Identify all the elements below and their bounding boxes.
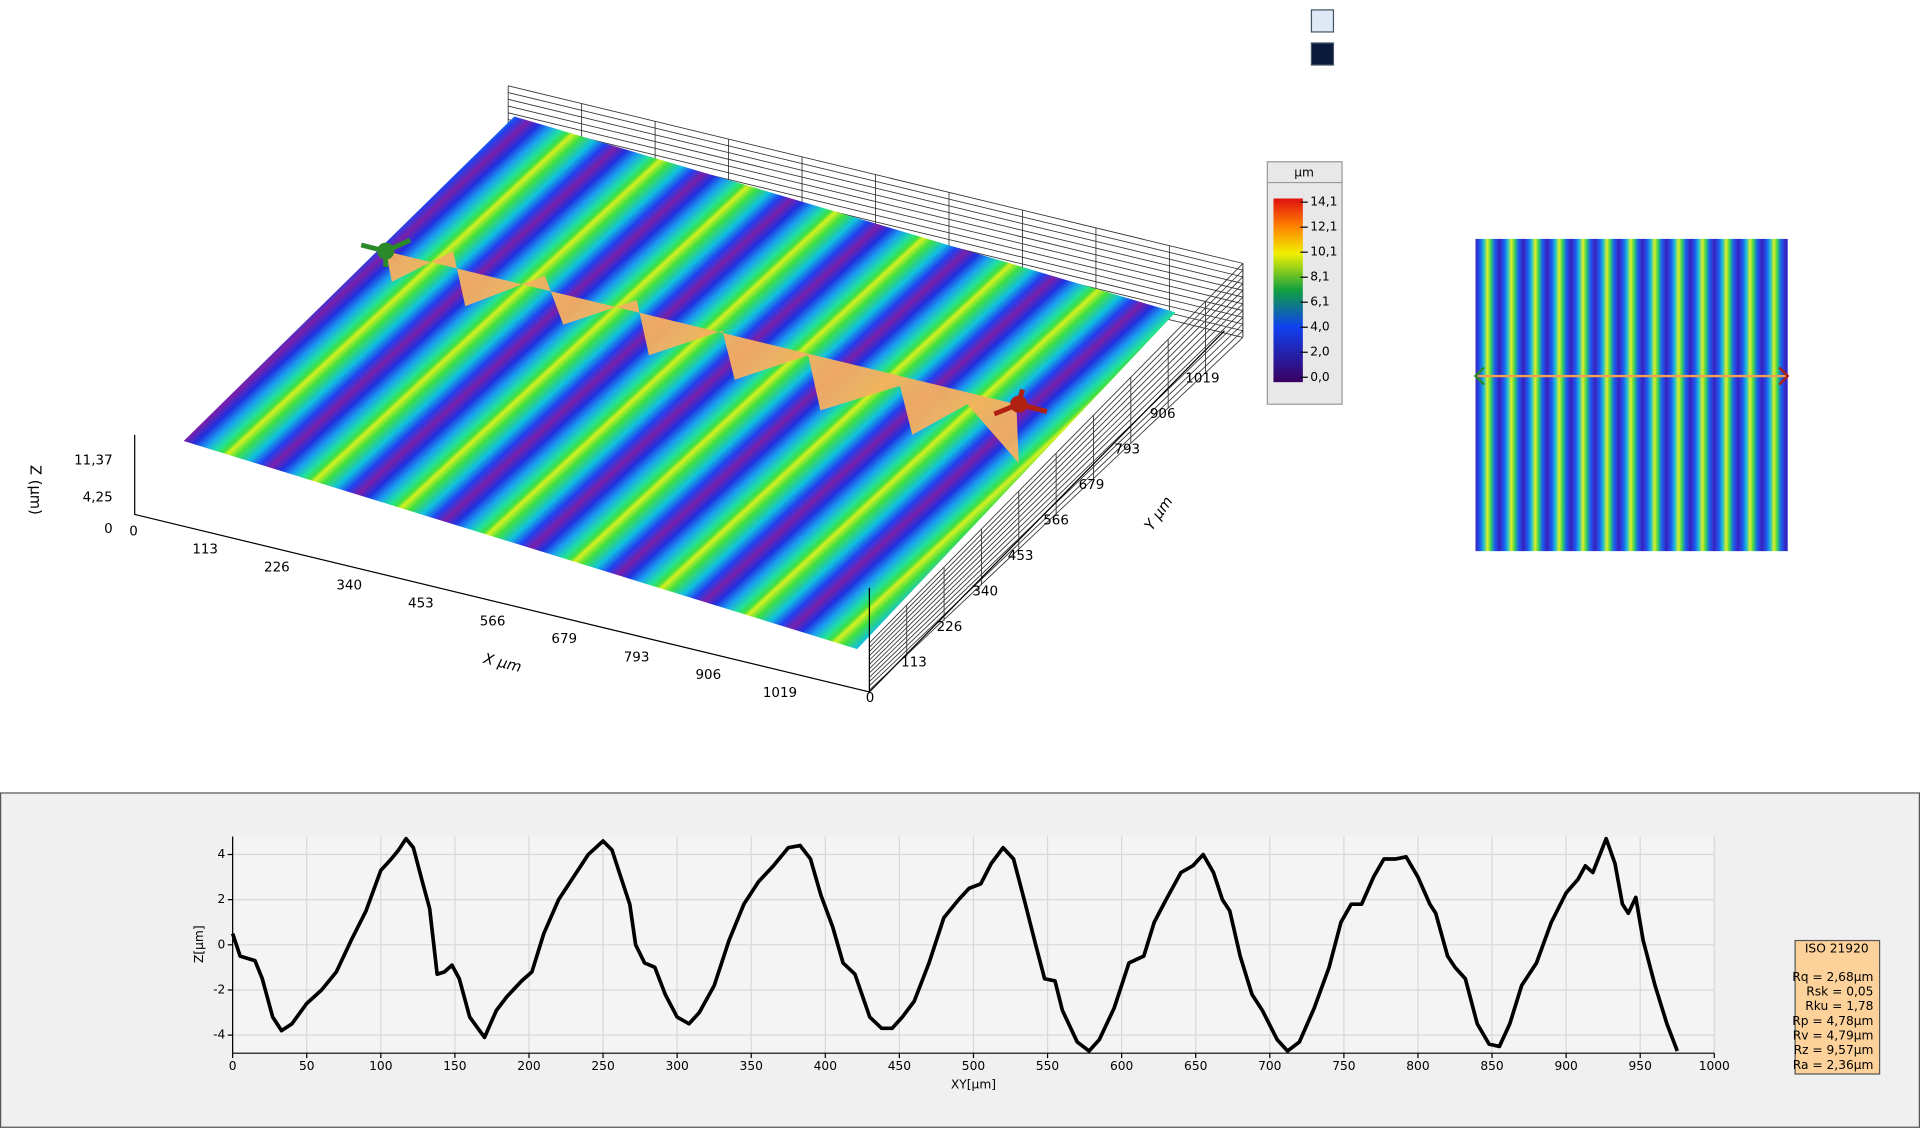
- scale-label: 8,1: [1310, 270, 1329, 284]
- scale-label: 0,0: [1310, 370, 1329, 384]
- handle-right[interactable]: [993, 388, 1048, 417]
- y-tick-label: 226: [937, 620, 963, 635]
- x-tick-label: 650: [1184, 1059, 1207, 1073]
- x-tick-label: 793: [624, 650, 650, 665]
- scale-bar: [1273, 198, 1303, 383]
- x-tick-label: 453: [408, 596, 434, 611]
- roughness-value: Ra = 2,36µm: [1793, 1058, 1874, 1072]
- x-tick-label: 350: [740, 1059, 763, 1073]
- y-tick-label: 793: [1114, 442, 1140, 457]
- map-handle-right[interactable]: [1778, 366, 1790, 386]
- roughness-value: Rsk = 0,05: [1806, 984, 1873, 998]
- y-tick-label: 0: [218, 937, 226, 951]
- x-tick-label: 906: [695, 668, 721, 683]
- roughness-title: ISO 21920: [1805, 942, 1869, 956]
- y-axis-label: Z[µm]: [192, 925, 206, 963]
- y-tick-label: 453: [1008, 549, 1034, 564]
- z-tick-label: 0: [104, 522, 113, 537]
- y-tick-label: -2: [213, 982, 225, 996]
- x-tick-label: 400: [814, 1059, 837, 1073]
- x-tick-label: 250: [591, 1059, 614, 1073]
- x-tick-label: 300: [665, 1059, 688, 1073]
- top-view-map: [1473, 238, 1790, 552]
- map-image: [1475, 238, 1788, 552]
- scale-label: 12,1: [1310, 220, 1337, 234]
- scale-label: 10,1: [1310, 245, 1337, 259]
- icon-fit[interactable]: [1310, 9, 1335, 33]
- roughness-value: Rz = 9,57µm: [1794, 1043, 1874, 1057]
- toolbar: [1310, 9, 1335, 66]
- x-tick-label: 600: [1110, 1059, 1133, 1073]
- axes: [134, 330, 1225, 693]
- y-tick-label: 340: [972, 584, 998, 599]
- roughness-value: Rp = 4,78µm: [1792, 1014, 1873, 1028]
- scale-label: 2,0: [1310, 345, 1329, 359]
- x-tick-label: 113: [192, 542, 218, 557]
- y-tick-label: 1019: [1185, 371, 1219, 386]
- y-axis-label: Y µm: [1141, 493, 1176, 533]
- x-tick-label: 0: [229, 1059, 237, 1073]
- y-tick-label: 2: [218, 892, 226, 906]
- y-tick-label: 4: [218, 847, 226, 861]
- x-tick-label: 1019: [763, 686, 797, 701]
- y-tick-label: 906: [1150, 407, 1176, 422]
- x-tick-label: 500: [962, 1059, 985, 1073]
- x-tick-label: 900: [1554, 1059, 1577, 1073]
- surface-3d: X µm Y µm Z (µm) 0 113 226 340 453 566 679 793 9…: [26, 85, 1244, 706]
- roughness-value: Rq = 2,68µm: [1792, 970, 1873, 984]
- surface: [183, 116, 1176, 650]
- scale-unit: µm: [1294, 165, 1314, 179]
- x-tick-label: 0: [129, 525, 138, 540]
- y-tick-label: -4: [213, 1028, 225, 1042]
- x-tick-label: 550: [1036, 1059, 1059, 1073]
- color-scale: µm 14,1 12,1 10,1 8,1 6,1 4,0 2,0 0,0: [1266, 161, 1343, 405]
- x-tick-label: 50: [299, 1059, 315, 1073]
- x-tick-label: 950: [1629, 1059, 1652, 1073]
- z-tick-label: 11,37: [74, 454, 113, 469]
- x-tick-label: 700: [1258, 1059, 1281, 1073]
- x-tick-label: 226: [264, 560, 290, 575]
- icon-view[interactable]: [1310, 42, 1335, 66]
- roughness-value: Rku = 1,78: [1805, 999, 1873, 1013]
- roughness-value: Rv = 4,79µm: [1793, 1029, 1874, 1043]
- map-handle-left[interactable]: [1473, 366, 1485, 386]
- x-tick-label: 566: [480, 614, 506, 629]
- handle-left[interactable]: [360, 237, 412, 268]
- x-tick-label: 1000: [1699, 1059, 1730, 1073]
- scale-label: 4,0: [1310, 320, 1329, 334]
- y-tick-label: 566: [1043, 514, 1069, 529]
- x-tick-label: 150: [443, 1059, 466, 1073]
- y-tick-label: 0: [866, 691, 875, 706]
- x-tick-label: 340: [336, 578, 362, 593]
- axis-line: [232, 836, 1715, 1054]
- x-tick-label: 750: [1332, 1059, 1355, 1073]
- x-tick-label: 200: [517, 1059, 540, 1073]
- scale-label: 14,1: [1310, 195, 1337, 209]
- y-tick-label: 113: [901, 656, 927, 671]
- profile-panel: 0 50 100 150 200 250 300 350 400 450 500 550 600 650 7…: [0, 792, 1920, 1128]
- x-axis-label: X µm: [481, 650, 523, 676]
- z-axis-label: Z (µm): [26, 465, 43, 515]
- z-tick-label: 4,25: [83, 490, 113, 505]
- x-axis-label: XY[µm]: [951, 1078, 996, 1092]
- y-tick-label: 679: [1079, 478, 1105, 493]
- x-tick-label: 679: [551, 632, 577, 647]
- profile-line: [230, 836, 1680, 1053]
- x-tick-label: 850: [1480, 1059, 1503, 1073]
- x-tick-label: 100: [369, 1059, 392, 1073]
- x-tick-label: 800: [1406, 1059, 1429, 1073]
- x-tick-label: 450: [888, 1059, 911, 1073]
- scale-label: 6,1: [1310, 295, 1329, 309]
